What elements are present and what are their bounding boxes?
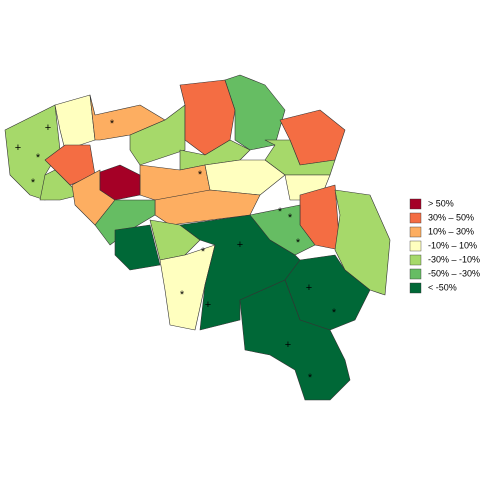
legend-label: -10% – 10% [428, 240, 477, 250]
map-marker: * [201, 246, 206, 258]
map-marker: * [110, 118, 115, 130]
legend-swatch [409, 212, 422, 224]
region [239, 279, 351, 401]
legend-label: 30% – 50% [428, 212, 474, 222]
region [149, 219, 201, 261]
region [129, 104, 186, 166]
region [114, 224, 161, 271]
legend-label: -50% – -30% [428, 268, 480, 278]
region [54, 94, 96, 151]
map-marker: * [308, 372, 313, 384]
map-marker: * [198, 169, 203, 181]
map-marker: + [306, 282, 312, 294]
legend-swatch [409, 240, 422, 252]
map-marker: + [45, 122, 51, 134]
legend-swatch [409, 282, 422, 294]
region [99, 164, 141, 201]
region [94, 199, 156, 246]
map-marker: * [332, 307, 337, 319]
region [159, 244, 216, 331]
map-marker: * [278, 206, 283, 218]
legend-swatch [409, 198, 422, 210]
legend-swatch [409, 226, 422, 238]
map-marker: + [205, 299, 211, 311]
legend-label: > 50% [428, 198, 454, 208]
map-marker: * [288, 212, 293, 224]
legend-swatch [409, 254, 422, 266]
map-marker: + [237, 239, 243, 251]
map-marker: * [31, 177, 36, 189]
map-marker: * [180, 289, 185, 301]
map-marker: * [36, 152, 41, 164]
legend-swatch [409, 268, 422, 280]
legend-label: 10% – 30% [428, 226, 474, 236]
map-marker: + [15, 142, 21, 154]
legend-label: < -50% [428, 282, 457, 292]
legend-label: -30% – -10% [428, 254, 480, 264]
map-marker: + [285, 339, 291, 351]
map-marker: * [296, 237, 301, 249]
